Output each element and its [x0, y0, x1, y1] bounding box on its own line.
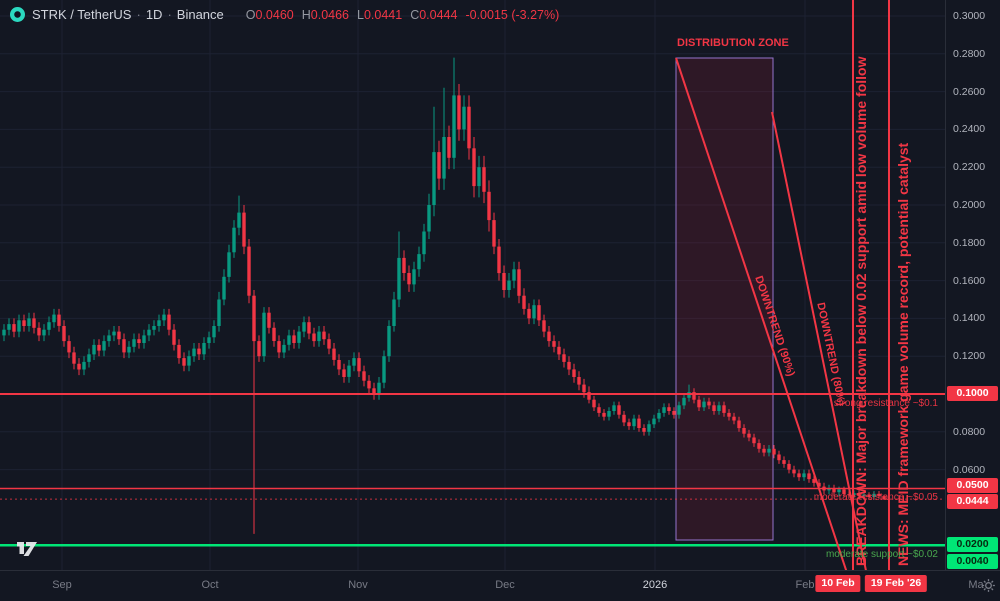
- distribution-zone-label: DISTRIBUTION ZONE: [677, 37, 789, 49]
- event-date-label[interactable]: 19 Feb '26: [864, 575, 928, 592]
- price-label[interactable]: 0.0500: [947, 478, 998, 493]
- y-tick-label: 0.1200: [953, 350, 986, 363]
- open-label: O: [245, 7, 256, 22]
- close-label: C: [410, 7, 420, 22]
- settings-gear-icon[interactable]: [981, 578, 996, 598]
- event-date-label[interactable]: 10 Feb: [815, 575, 861, 592]
- separator-dot: ·: [167, 7, 172, 22]
- x-tick-label: Dec: [495, 579, 515, 591]
- price-label[interactable]: 0.1000: [947, 386, 998, 401]
- sr-caption: strong resistance ~$0.1: [834, 398, 939, 409]
- trendline-label: DOWNTREND (80%): [814, 301, 847, 407]
- low-label: L: [357, 7, 364, 22]
- change-value: -0.0015 (-3.27%): [465, 7, 560, 22]
- y-tick-label: 0.2000: [953, 199, 986, 211]
- vertical-note: NEWS: MEID framework game volume record,…: [895, 142, 911, 566]
- time-axis[interactable]: Sep Oct Nov Dec 2026 Feb Ma 10 Feb 19 Feb '26: [0, 570, 1000, 601]
- sr-caption: moderate support ~$0.02: [826, 549, 938, 560]
- x-tick-label: Ma: [968, 579, 984, 591]
- x-tick-label: Oct: [201, 579, 219, 591]
- price-label[interactable]: 0.0040: [947, 554, 998, 569]
- ohlc-readout: O 0.0460 H 0.0466 L 0.0441 C 0.0444 -0.0015 …: [238, 8, 560, 22]
- x-tick-label: Nov: [348, 579, 368, 591]
- open-value: 0.0460: [255, 7, 294, 22]
- x-tick-label: 2026: [642, 579, 668, 591]
- low-value: 0.0441: [363, 7, 403, 22]
- y-tick-label: 0.2200: [953, 161, 986, 174]
- x-tick-label: Feb: [795, 579, 815, 591]
- separator-dot: ·: [136, 7, 141, 22]
- high-label: H: [301, 7, 311, 22]
- price-axis[interactable]: 0.3000 0.2800 0.2600 0.2400 0.2200 0.2000 0.18…: [945, 0, 1000, 570]
- price-label[interactable]: 0.0444: [947, 494, 998, 509]
- symbol-logo-icon[interactable]: [10, 7, 25, 22]
- y-tick-label: 0.2400: [953, 123, 986, 136]
- tradingview-logo[interactable]: [12, 538, 42, 563]
- trendline[interactable]: [771, 111, 873, 600]
- x-tick-label: Sep: [52, 579, 72, 591]
- y-tick-label: 0.2600: [953, 85, 986, 98]
- price-label[interactable]: 0.0200: [947, 537, 998, 553]
- vertical-note: BREAKDOWN: Major breakdown below 0.02 su…: [853, 56, 869, 566]
- y-tick-label: 0.3000: [953, 10, 986, 22]
- high-value: 0.0466: [310, 7, 349, 22]
- symbol-title[interactable]: STRK / TetherUS: [32, 7, 132, 22]
- close-value: 0.0444: [419, 7, 458, 22]
- symbol-header: STRK / TetherUS · 1D · Binance O 0.0460 H…: [10, 7, 559, 22]
- y-tick-label: 0.2800: [953, 47, 986, 60]
- interval-selector[interactable]: 1D: [145, 7, 163, 22]
- y-tick-label: 0.0800: [953, 425, 986, 438]
- y-tick-label: 0.1400: [953, 312, 986, 325]
- sr-caption: moderate resistance ~$0.05: [814, 492, 939, 503]
- y-tick-label: 0.1800: [953, 236, 986, 249]
- distribution-zone[interactable]: [675, 57, 774, 541]
- y-tick-label: 0.0600: [953, 463, 986, 476]
- y-tick-label: 0.1600: [953, 274, 986, 287]
- trendline[interactable]: [675, 57, 857, 600]
- candles-layer: [2, 57, 886, 534]
- exchange-name[interactable]: Binance: [176, 7, 224, 22]
